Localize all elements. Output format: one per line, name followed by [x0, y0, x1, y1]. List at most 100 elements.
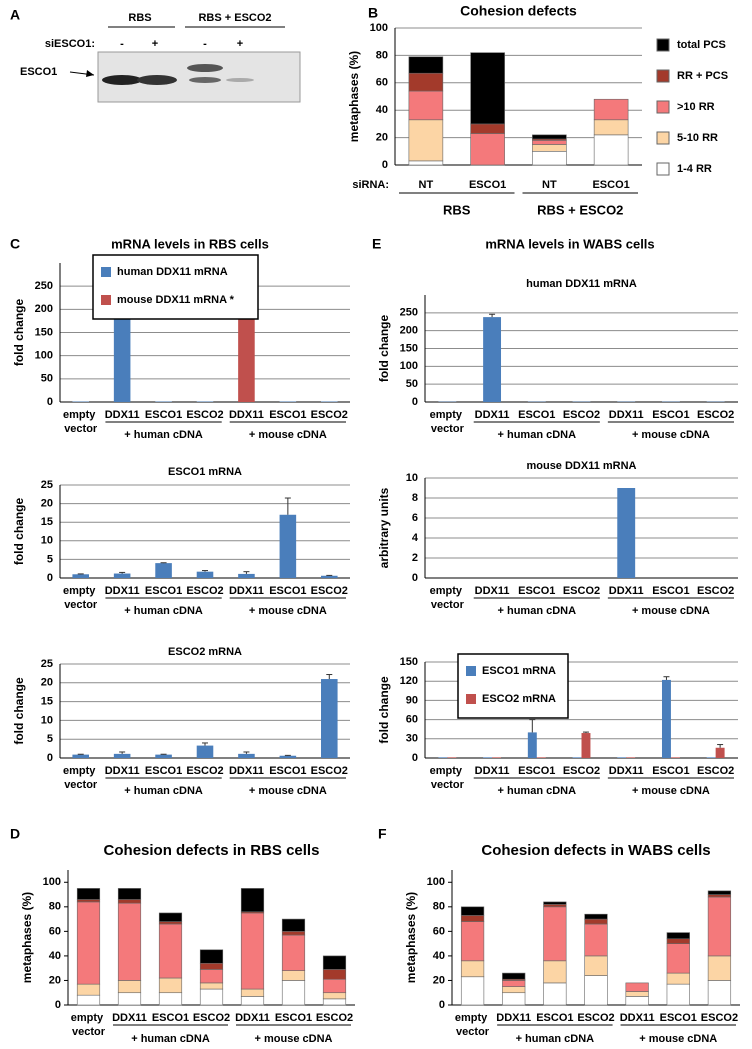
y-tick-label: 0 [412, 396, 418, 408]
error-bar [284, 497, 291, 515]
group-label: + mouse cDNA [255, 1033, 333, 1045]
blot-band [102, 75, 142, 85]
bar-segment [76, 888, 101, 900]
y-tick-label: 90 [406, 694, 418, 706]
legend-swatch [656, 131, 670, 145]
bar-segment [117, 980, 142, 994]
x-tick-label: empty vector [455, 1012, 490, 1038]
blot-treatment: siESCO1: [45, 38, 95, 50]
bar-segment [281, 980, 306, 1006]
chart-title: human DDX11 mRNA [526, 278, 637, 290]
bar [155, 754, 172, 758]
x-tick-label: DDX11 [496, 1012, 531, 1024]
x-tick-label: ESCO1 [145, 409, 182, 421]
x-tick-label: ESCO2 [563, 409, 600, 421]
y-tick-label: 0 [47, 752, 53, 764]
blot-lane: + [152, 38, 158, 50]
chart-title: Cohesion defects in RBS cells [104, 842, 320, 859]
bar-segment [240, 888, 265, 913]
y-tick-label: 80 [49, 901, 61, 913]
legend-swatch [656, 100, 670, 114]
blot-band-label: ESCO1 [20, 66, 57, 78]
bar-segment [322, 992, 347, 1000]
x-tick-label: ESCO1 [518, 765, 555, 777]
blot-band [137, 75, 177, 85]
bar-segment [502, 992, 526, 1006]
y-tick-label: 40 [376, 104, 388, 116]
y-tick-label: 100 [35, 350, 53, 362]
bar-segment [281, 931, 306, 936]
arrow-head [86, 70, 94, 77]
y-tick-label: 50 [406, 378, 418, 390]
x-tick-label: DDX11 [475, 409, 510, 421]
chart-title: mouse DDX11 mRNA [526, 460, 636, 472]
error-bar [717, 744, 724, 748]
error-bar [202, 742, 208, 746]
bar-segment [666, 943, 690, 974]
x-tick-label: ESCO1 [536, 1012, 573, 1024]
bar-segment [584, 918, 608, 925]
bar-segment [593, 134, 629, 166]
bar-segment [707, 955, 732, 981]
bar [670, 757, 680, 758]
bar-segment [76, 901, 101, 985]
legend-swatch [101, 267, 111, 277]
x-tick-label: ESCO1 [518, 585, 555, 597]
error-bar [326, 674, 333, 680]
bar [113, 309, 131, 402]
legend-label: mouse DDX11 mRNA * [117, 294, 235, 306]
y-tick-label: 100 [43, 876, 61, 888]
y-axis-label: metaphases (%) [20, 892, 34, 983]
y-tick-label: 8 [412, 492, 418, 504]
x-tick-label: DDX11 [105, 765, 140, 777]
x-tick-label: ESCO2 [186, 765, 223, 777]
bar-segment [532, 134, 567, 140]
bar [113, 753, 131, 758]
y-tick-label: 50 [41, 373, 53, 385]
bar [572, 757, 582, 758]
bar [626, 757, 636, 758]
bar [483, 757, 493, 758]
y-tick-label: 150 [400, 342, 418, 354]
x-tick-label: ESCO2 [316, 1012, 353, 1024]
bar [72, 574, 89, 578]
x-tick-label: DDX11 [105, 585, 140, 597]
group-label: + mouse cDNA [632, 785, 710, 797]
x-tick-label: ESCO2 [311, 765, 348, 777]
blot-lane: + [237, 38, 243, 50]
error-bar [243, 571, 250, 574]
y-tick-label: 30 [406, 733, 418, 745]
y-tick-label: 60 [49, 925, 61, 937]
bar-segment [158, 912, 183, 922]
x-tick-label: ESCO2 [193, 1012, 230, 1024]
bar-segment [322, 978, 347, 994]
bar-segment [532, 140, 567, 145]
y-axis-label: arbitrary units [377, 487, 391, 568]
y-axis-label: fold change [377, 315, 391, 383]
bar [196, 571, 214, 578]
legend-swatch [466, 694, 476, 704]
y-axis-label: metaphases (%) [404, 892, 418, 983]
x-tick-label: DDX11 [112, 1012, 147, 1024]
bar-segment [625, 982, 649, 992]
y-axis-label: fold change [12, 677, 26, 745]
group-label: + mouse cDNA [639, 1033, 717, 1045]
group-label: + human cDNA [498, 785, 577, 797]
bar [483, 317, 502, 402]
bar [238, 295, 255, 402]
bar-segment [707, 980, 732, 1006]
bar [321, 575, 338, 578]
bar-segment [158, 921, 183, 925]
bar [196, 745, 214, 758]
x-tick-label: DDX11 [609, 765, 644, 777]
legend-box [92, 254, 259, 320]
x-tick-label: empty vector [430, 585, 465, 611]
group-label: + human cDNA [131, 1033, 210, 1045]
x-tick-label: ESCO2 [701, 1012, 738, 1024]
section-title: mRNA levels in RBS cells [111, 236, 269, 251]
y-tick-label: 0 [439, 999, 445, 1011]
bar [661, 679, 671, 758]
bar-segment [158, 923, 183, 979]
bar [617, 757, 627, 758]
x-tick-label: ESCO2 [697, 585, 734, 597]
